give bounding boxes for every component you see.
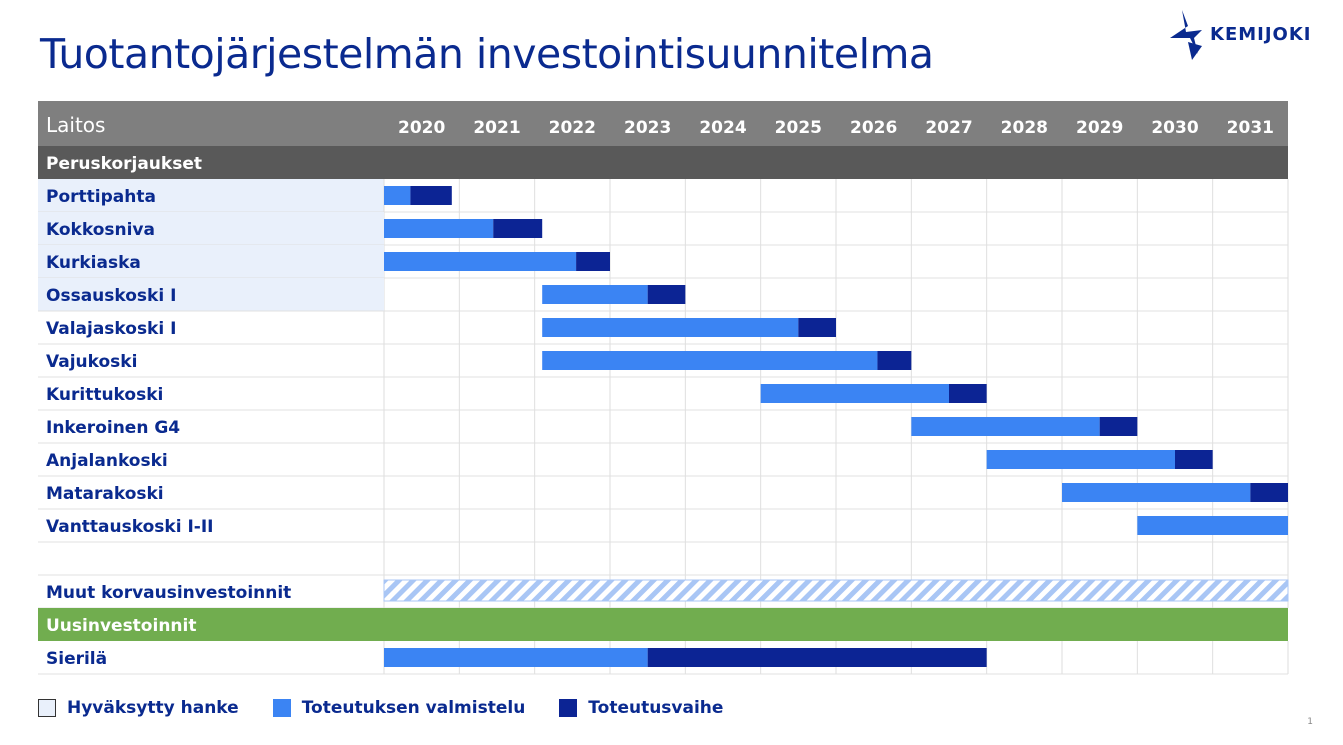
legend-label: Hyväksytty hanke <box>67 698 239 718</box>
page-number: 1 <box>1307 717 1313 727</box>
legend: Hyväksytty hanke Toteutuksen valmistelu … <box>38 698 757 718</box>
row-label: Kurittukoski <box>46 385 163 405</box>
row-label: Valajaskoski I <box>46 319 176 339</box>
preparation-bar <box>542 285 648 304</box>
preparation-bar <box>384 219 494 238</box>
preparation-bar <box>1062 483 1251 502</box>
row-label: Porttipahta <box>46 187 156 207</box>
row-label: Matarakoski <box>46 484 164 504</box>
preparation-bar <box>542 351 878 370</box>
approved-row-highlight <box>38 278 384 311</box>
year-tick-label: 2022 <box>549 118 596 138</box>
preparation-bar <box>911 417 1100 436</box>
year-tick-label: 2031 <box>1227 118 1274 138</box>
approved-row-highlight <box>38 179 384 212</box>
approved-row-highlight <box>38 212 384 245</box>
year-tick-label: 2029 <box>1076 118 1123 138</box>
preparation-bar <box>384 252 577 271</box>
legend-item-implementation: Toteutusvaihe <box>559 698 723 718</box>
legend-item-approved: Hyväksytty hanke <box>38 698 239 718</box>
kemijoki-logo-icon <box>1170 10 1202 60</box>
preparation-bar <box>986 450 1175 469</box>
page-title: Tuotantojärjestelmän investointisuunnite… <box>40 30 934 78</box>
preparation-bar <box>542 318 799 337</box>
column-header-label: Laitos <box>46 113 105 137</box>
row-label: Vajukoski <box>46 352 137 372</box>
ongoing-bar <box>383 579 1289 602</box>
row-label: Inkeroinen G4 <box>46 418 180 438</box>
section-header <box>38 608 1288 641</box>
row-label: Kurkiaska <box>46 253 141 273</box>
implementation-bar <box>647 285 686 304</box>
year-tick-label: 2021 <box>473 118 520 138</box>
year-tick-label: 2025 <box>775 118 822 138</box>
section-header <box>38 146 1288 179</box>
year-tick-label: 2027 <box>925 118 972 138</box>
section-header-label: Uusinvestoinnit <box>46 616 196 636</box>
implementation-bar <box>1175 450 1213 469</box>
section-header-label: Peruskorjaukset <box>46 154 202 174</box>
implementation-bar <box>1250 483 1288 502</box>
row-label: Ossauskoski I <box>46 286 176 306</box>
preparation-bar <box>384 186 411 205</box>
legend-label: Toteutuksen valmistelu <box>301 698 526 718</box>
approved-row-highlight <box>38 245 384 278</box>
implementation-bar <box>647 648 987 667</box>
year-tick-label: 2023 <box>624 118 671 138</box>
legend-item-preparation: Toteutuksen valmistelu <box>272 698 526 718</box>
preparation-bar <box>384 648 648 667</box>
year-tick-label: 2024 <box>699 118 746 138</box>
year-tick-label: 2028 <box>1001 118 1048 138</box>
preparation-bar <box>1137 516 1288 535</box>
legend-swatch-preparation <box>272 699 291 717</box>
preparation-bar <box>760 384 949 403</box>
implementation-bar <box>576 252 610 271</box>
gantt-chart: Laitos 2020 2021 2022 2023 2024 2025 2026 2027 20… <box>38 101 1289 675</box>
header-bar <box>38 101 1288 146</box>
row-label: Anjalankoski <box>46 451 168 471</box>
year-tick-label: 2020 <box>398 118 445 138</box>
row-label: Muut korvausinvestoinnit <box>46 583 291 603</box>
legend-swatch-implementation <box>559 699 578 717</box>
implementation-bar <box>877 351 912 370</box>
legend-label: Toteutusvaihe <box>588 698 724 718</box>
implementation-bar <box>410 186 452 205</box>
implementation-bar <box>493 219 543 238</box>
year-tick-label: 2030 <box>1151 118 1198 138</box>
year-tick-label: 2026 <box>850 118 897 138</box>
implementation-bar <box>1099 417 1138 436</box>
logo-text: KEMIJOKI <box>1210 24 1312 45</box>
legend-swatch-approved <box>38 699 56 717</box>
row-label: Sierilä <box>46 649 107 669</box>
row-label: Kokkosniva <box>46 220 155 240</box>
kemijoki-logo: KEMIJOKI <box>1168 8 1318 64</box>
row-label: Vanttauskoski I-II <box>46 517 213 537</box>
implementation-bar <box>798 318 836 337</box>
implementation-bar <box>949 384 987 403</box>
